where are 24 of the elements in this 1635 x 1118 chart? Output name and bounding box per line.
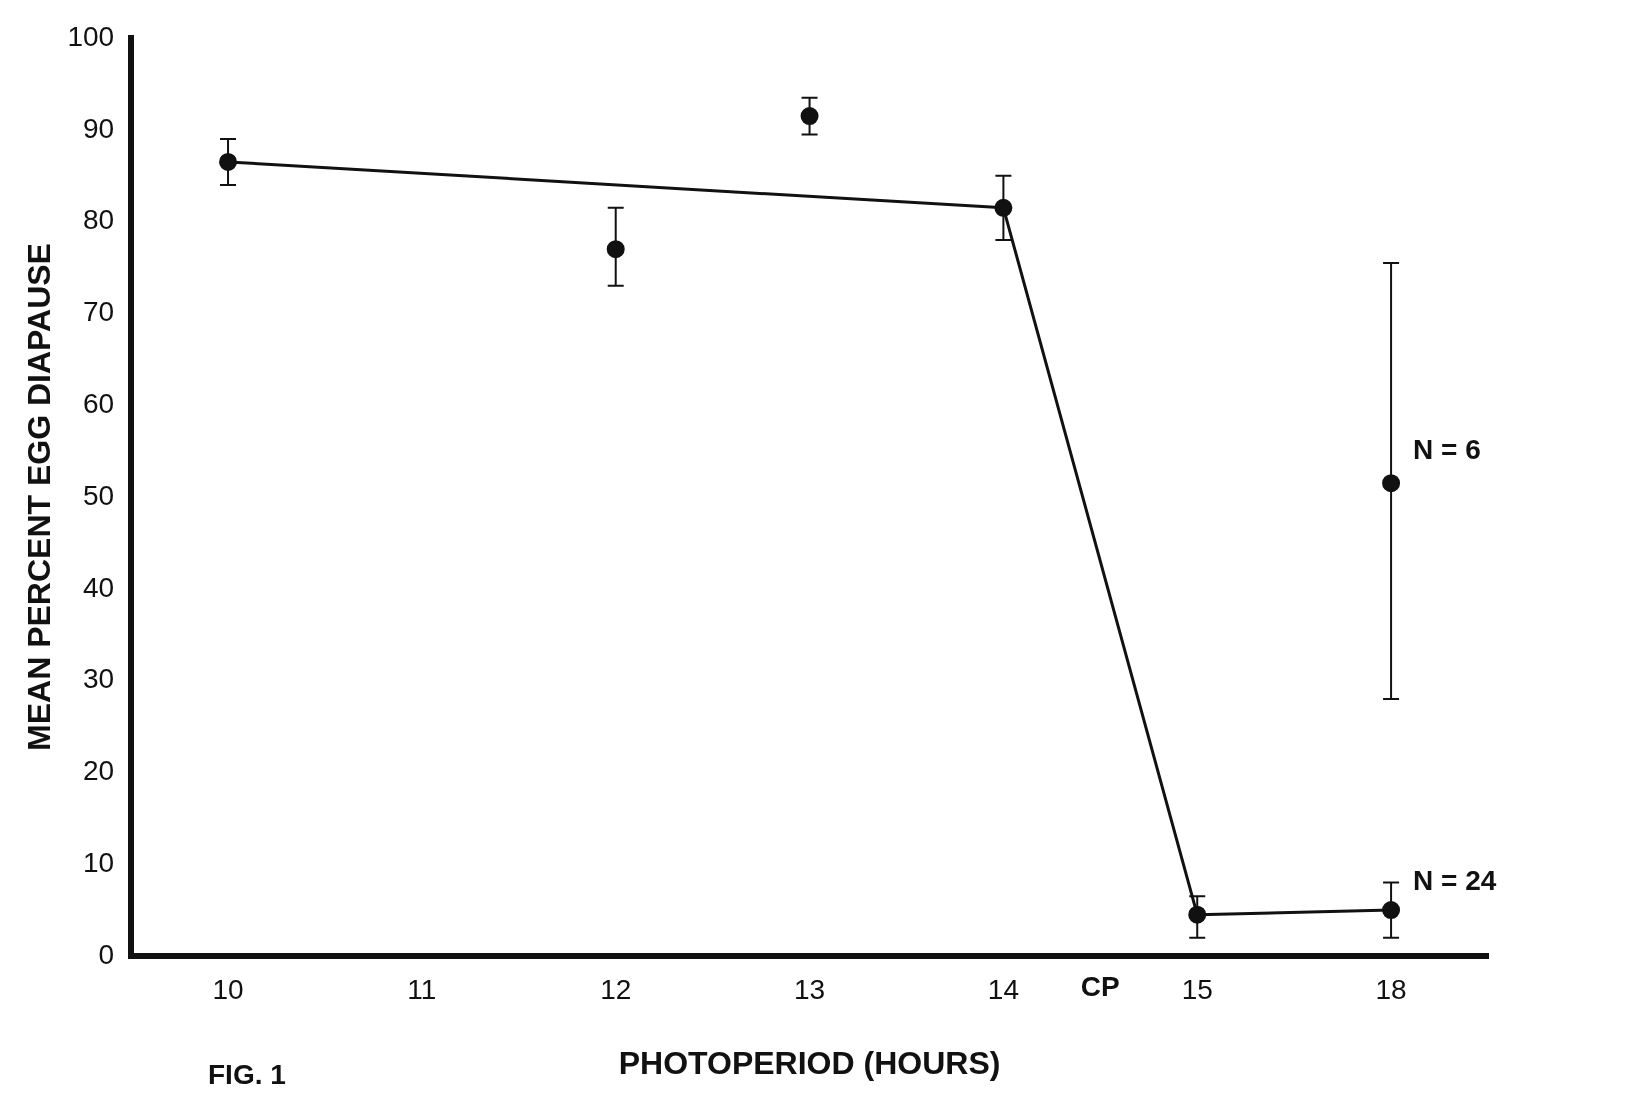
y-tick-label: 40 [82,571,115,603]
x-tick-label: 13 [793,973,826,1005]
annotation: N = 24 [1413,865,1497,897]
x-tick-label: 11 [407,973,437,1005]
y-tick-label: 60 [82,387,115,419]
x-tick-label: 18 [1375,973,1407,1005]
y-tick-label: 70 [82,296,115,328]
y-tick-label: 80 [82,204,115,236]
y-tick-label: 30 [82,663,115,695]
y-tick-label: 0 [98,938,115,970]
y-tick-label: 50 [82,479,115,511]
y-tick-label: 100 [67,20,115,52]
y-tick-label: 90 [82,112,115,144]
x-tick-label: 15 [1181,973,1213,1005]
x-tick-label: 12 [600,973,632,1005]
text: CP [1080,970,1120,1002]
x-axis-title: PHOTOPERIOD (HOURS) [618,1044,1001,1081]
y-tick-label: 10 [82,846,115,878]
x-tick-label: 14 [987,973,1019,1005]
y-axis-title: MEAN PERCENT EGG DIAPAUSE [21,243,58,751]
caption: FIG. 1 [208,1058,286,1090]
annotation: N = 6 [1413,433,1481,465]
x-tick-label: 10 [212,973,244,1005]
y-tick-label: 20 [82,755,115,787]
